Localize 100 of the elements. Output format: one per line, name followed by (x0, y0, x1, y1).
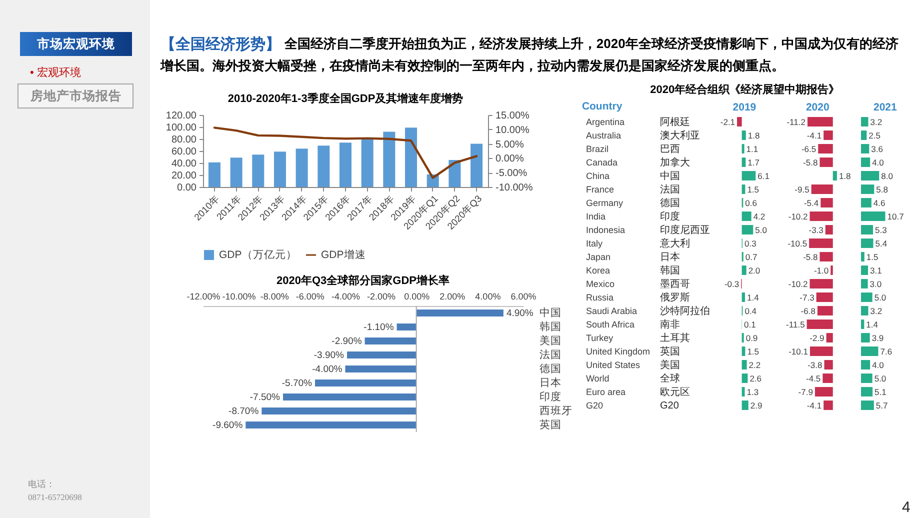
data-label: -2.9 (810, 332, 825, 343)
bar (861, 212, 886, 221)
y2-tick-label: 墨西哥 (660, 278, 690, 290)
data-label: -5.70% (282, 378, 313, 389)
data-label: -0.3 (724, 278, 740, 289)
bar (737, 117, 742, 126)
data-label: -10.2 (788, 211, 808, 222)
x-tick-label: -8.00% (260, 292, 289, 302)
y2-tick-label: 10.00% (496, 124, 530, 136)
y2-tick-label: 0.00% (496, 154, 524, 165)
bar (742, 225, 754, 234)
legend-label: GDP（万亿元） (219, 249, 297, 261)
y-tick-label: India (586, 211, 606, 222)
y-axis-title: Country (582, 100, 622, 112)
x-tick-label: 6.00% (510, 292, 536, 302)
y-tick-label: World (586, 373, 610, 384)
x-tick-label: 4.00% (475, 292, 501, 302)
data-label: -7.3 (800, 292, 815, 302)
data-label: -3.8 (808, 360, 823, 370)
data-label: 5.0 (874, 373, 886, 384)
data-label: -2.1 (720, 116, 736, 127)
data-label: -4.1 (806, 130, 822, 140)
y-tick-label: G20 (586, 400, 603, 410)
data-label: 0.7 (745, 252, 758, 262)
bar (252, 154, 264, 187)
data-label: 1.7 (748, 157, 760, 168)
y2-tick-label: 阿根廷 (660, 116, 690, 128)
y-tick-label: Indonesia (586, 224, 625, 235)
y-tick-label: 60.00 (171, 146, 197, 158)
data-label: 2.5 (868, 130, 881, 140)
data-label: 1.4 (746, 292, 760, 302)
bar (470, 144, 483, 187)
x-tick-label: -12.00% (186, 292, 220, 302)
y2-tick-label: 土耳其 (660, 332, 690, 344)
bar (742, 158, 746, 167)
data-label: -1.0 (814, 265, 829, 276)
data-label: 1.5 (747, 346, 760, 356)
y-tick-label: 韩国 (540, 320, 562, 333)
data-label: -5.8 (803, 157, 818, 168)
y2-tick-label: 南非 (660, 318, 680, 330)
y2-tick-label: 印度 (660, 210, 680, 222)
bar (405, 128, 418, 187)
data-label: 2.0 (748, 265, 760, 276)
data-label: -4.1 (806, 400, 822, 410)
bar (861, 333, 870, 342)
data-label: 0.6 (745, 198, 758, 208)
data-label: -4.5 (806, 373, 821, 384)
data-label: 7.6 (880, 346, 892, 356)
y-tick-label: Italy (586, 238, 603, 248)
data-label: -7.9 (798, 386, 814, 397)
x-tick-label: 2.00% (440, 292, 466, 302)
y2-tick-label: 巴西 (660, 144, 680, 155)
bar (861, 360, 870, 370)
data-label: 1.5 (747, 184, 760, 194)
data-label: -1.10% (364, 322, 394, 333)
y-tick-label: Germany (586, 198, 624, 208)
bar (861, 292, 872, 302)
data-label: -9.60% (212, 420, 244, 431)
bar (861, 198, 872, 208)
y-tick-label: China (586, 170, 610, 181)
y2-tick-label: 英国 (660, 345, 680, 358)
data-label: 1.8 (748, 130, 760, 140)
data-label: -11.5 (786, 319, 806, 330)
y-tick-label: 80.00 (171, 134, 197, 146)
data-label: 5.0 (755, 224, 768, 235)
data-label: -7.50% (250, 392, 281, 403)
bar (296, 148, 308, 187)
bar (208, 162, 220, 187)
y2-tick-label: 美国 (660, 358, 680, 371)
y-tick-label: 法国 (540, 348, 562, 361)
bar (742, 374, 748, 383)
x-tick-label: -6.00% (296, 292, 324, 302)
data-label: 2.9 (750, 400, 762, 410)
bar (861, 117, 868, 126)
data-label: -10.5 (788, 238, 808, 248)
data-label: 5.7 (876, 400, 888, 410)
x-axis-title: 2020 (806, 102, 830, 114)
bar (230, 158, 242, 187)
bar (742, 212, 752, 221)
bar (861, 266, 868, 275)
text: 【全国经济形势】 (160, 35, 280, 53)
data-label: 1.4 (866, 319, 878, 330)
text: • 宏观环境 (30, 66, 81, 79)
bar (742, 360, 747, 370)
data-label: 0.1 (744, 319, 756, 330)
bar (861, 130, 867, 140)
y2-tick-label: 加拿大 (660, 156, 690, 168)
data-label: -5.4 (804, 198, 819, 208)
y-tick-label: Australia (586, 130, 621, 140)
bar (742, 292, 745, 302)
data-label: -9.5 (794, 184, 810, 194)
y-tick-label: Argentina (586, 116, 624, 127)
y-tick-label: 120.00 (166, 110, 197, 122)
y-tick-label: Euro area (586, 386, 626, 397)
y-tick-label: Canada (586, 157, 618, 168)
y2-tick-label: -10.00% (496, 182, 533, 194)
data-label: 8.0 (881, 170, 894, 181)
bar (383, 132, 396, 187)
bar (861, 225, 874, 234)
bar (861, 252, 864, 262)
